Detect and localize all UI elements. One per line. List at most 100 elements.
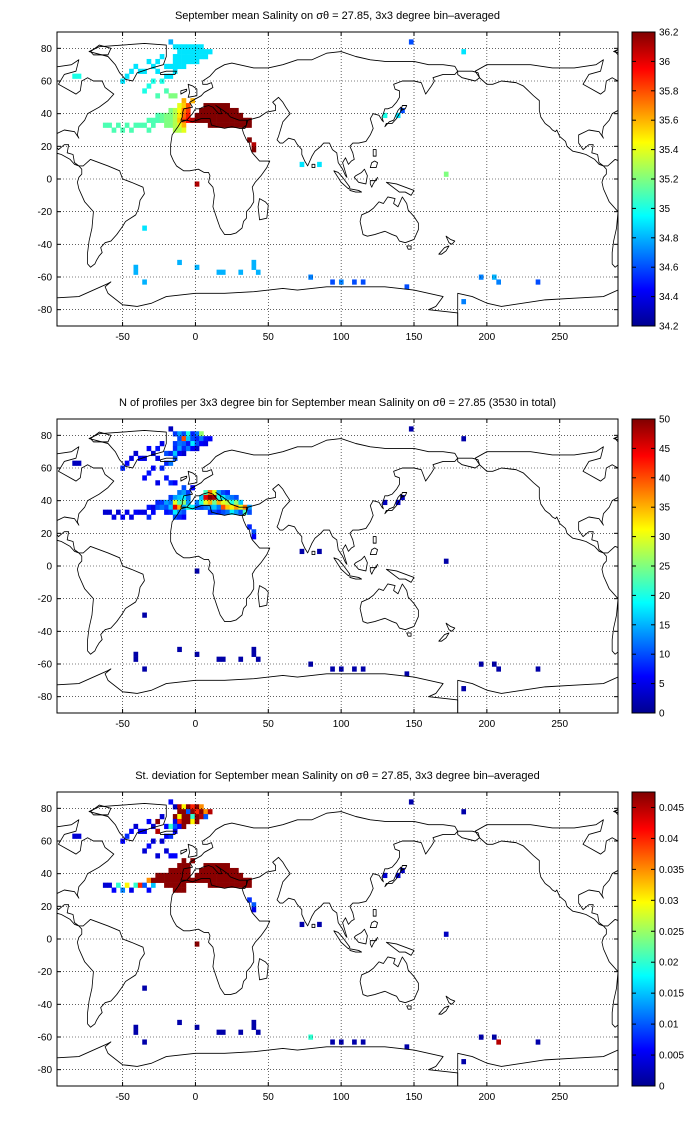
- data-cell: [177, 867, 182, 874]
- data-cell: [159, 441, 165, 447]
- data-cell: [203, 103, 209, 109]
- data-cell: [247, 122, 252, 128]
- data-cell: [111, 887, 117, 893]
- data-cell: [107, 122, 112, 128]
- data-cell: [338, 1039, 344, 1045]
- data-cell: [177, 823, 182, 830]
- data-cell: [216, 872, 222, 879]
- data-cell: [181, 872, 187, 879]
- data-cell: [203, 814, 209, 820]
- data-cell: [478, 1034, 484, 1040]
- data-cell: [220, 117, 226, 123]
- data-cell: [164, 73, 169, 79]
- y-tick-label: 0: [46, 935, 52, 946]
- data-cell: [212, 867, 217, 874]
- colorbar-tick-label: 0.02: [659, 958, 679, 969]
- x-tick-label: 250: [551, 332, 568, 343]
- data-cell: [159, 499, 165, 506]
- data-cell: [535, 666, 541, 672]
- data-cell: [133, 1029, 139, 1035]
- data-cell: [142, 509, 147, 515]
- data-cell: [404, 284, 410, 290]
- data-cell: [203, 499, 209, 506]
- data-cell: [220, 1029, 226, 1035]
- data-cell: [172, 504, 178, 510]
- data-cell: [220, 112, 226, 119]
- data-cell: [216, 1029, 222, 1035]
- data-cell: [199, 436, 204, 442]
- data-cell: [150, 509, 156, 515]
- y-tick-label: -60: [38, 660, 53, 671]
- data-cell: [116, 509, 121, 515]
- panel-1: September mean Salinity on σθ = 27.85, 3…: [38, 10, 679, 343]
- data-cell: [199, 872, 204, 879]
- y-tick-label: 0: [46, 175, 52, 186]
- data-cell: [461, 49, 467, 55]
- data-cell: [317, 921, 322, 928]
- data-cell: [168, 877, 174, 883]
- data-cell: [146, 877, 152, 883]
- data-cell: [443, 171, 449, 177]
- colorbar-tick-label: 0: [659, 1082, 665, 1093]
- data-cell: [190, 877, 195, 883]
- data-cell: [338, 279, 344, 285]
- data-cell: [216, 882, 222, 888]
- data-cell: [177, 514, 182, 520]
- x-tick-label: 0: [193, 719, 199, 730]
- data-cell: [190, 436, 195, 442]
- data-cell: [461, 1059, 467, 1065]
- colorbar-tick-label: 0.045: [659, 803, 684, 814]
- data-cell: [168, 509, 174, 515]
- data-cell: [238, 122, 244, 128]
- data-cell: [247, 897, 252, 903]
- y-tick-label: -20: [38, 967, 53, 978]
- data-cell: [168, 872, 174, 879]
- data-cell: [185, 494, 191, 501]
- data-cell: [142, 122, 147, 128]
- data-cell: [194, 809, 200, 815]
- data-cell: [177, 63, 182, 70]
- data-cell: [194, 54, 200, 60]
- data-cell: [220, 882, 226, 888]
- data-cell: [190, 44, 195, 50]
- data-cell: [194, 112, 200, 119]
- data-cell: [212, 872, 217, 879]
- data-cell: [168, 799, 174, 805]
- data-cell: [76, 460, 82, 466]
- data-cell: [251, 142, 257, 148]
- data-cell: [207, 107, 213, 114]
- data-cell: [212, 877, 217, 883]
- data-cell: [229, 872, 235, 879]
- data-cell: [194, 58, 200, 65]
- data-cell: [181, 858, 187, 864]
- data-cell: [234, 872, 239, 879]
- data-cell: [185, 103, 191, 109]
- data-cell: [185, 58, 191, 65]
- data-cell: [238, 269, 244, 275]
- colorbar-tick-label: 0.025: [659, 927, 684, 938]
- data-cell: [207, 809, 213, 815]
- x-tick-label: 50: [263, 1092, 275, 1103]
- data-cell: [164, 112, 169, 119]
- data-cell: [146, 887, 152, 893]
- data-cell: [181, 867, 187, 874]
- data-cell: [168, 833, 174, 839]
- x-tick-label: -50: [115, 719, 130, 730]
- data-cell: [72, 73, 77, 79]
- data-cell: [194, 651, 200, 657]
- data-cell: [150, 63, 156, 70]
- data-cell: [203, 867, 209, 874]
- data-cell: [461, 686, 467, 692]
- data-cell: [185, 112, 191, 119]
- data-cell: [177, 882, 182, 888]
- data-cell: [199, 44, 204, 50]
- data-cell: [255, 269, 261, 275]
- data-cell: [159, 877, 165, 883]
- data-cell: [199, 867, 204, 874]
- data-cell: [199, 814, 204, 820]
- data-cell: [177, 450, 182, 457]
- data-cell: [181, 882, 187, 888]
- data-cell: [251, 902, 257, 908]
- data-cell: [177, 814, 182, 820]
- data-cell: [146, 843, 152, 849]
